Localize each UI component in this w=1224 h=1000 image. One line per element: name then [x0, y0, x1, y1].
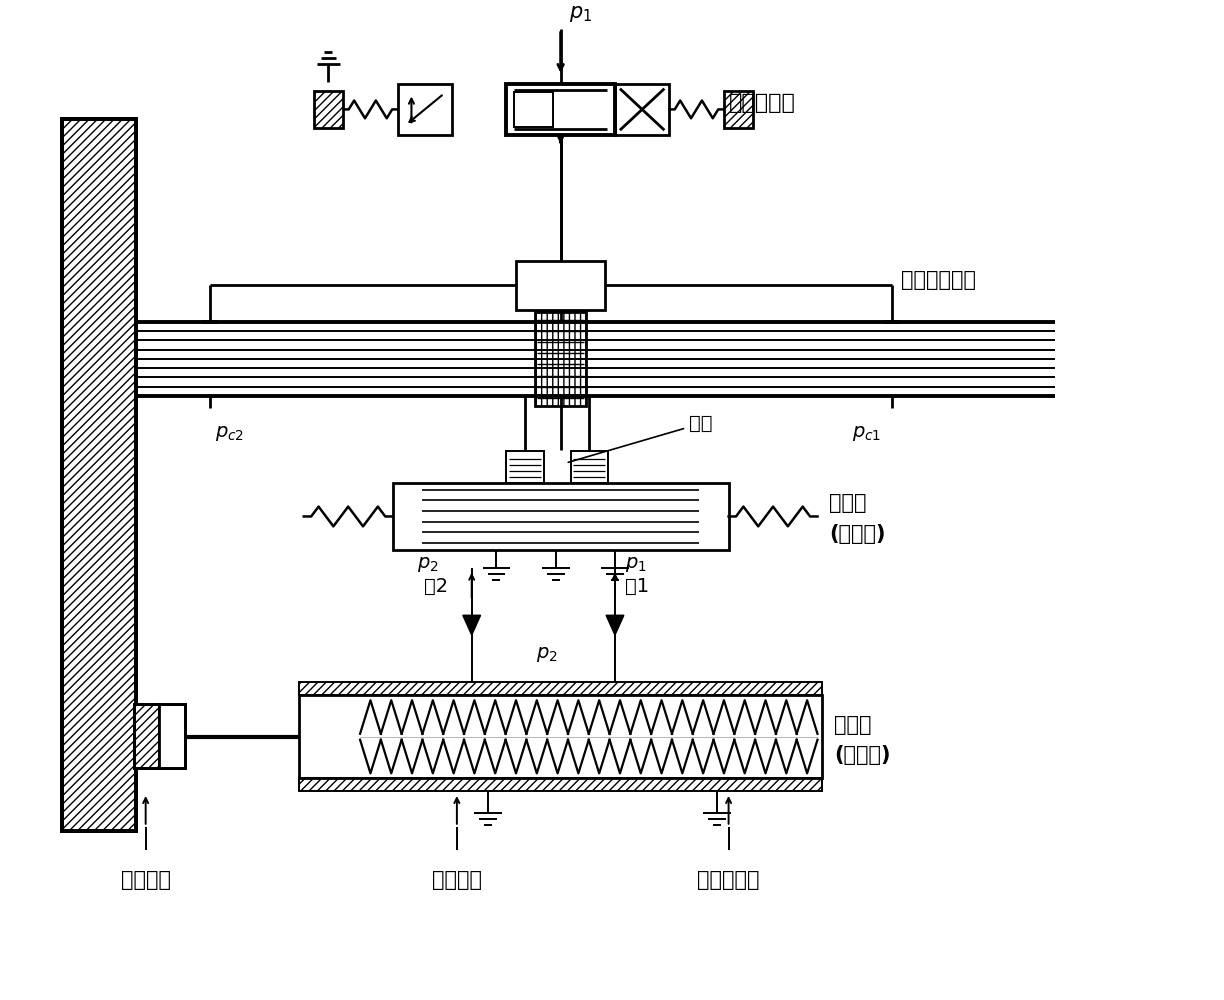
- Polygon shape: [755, 700, 776, 734]
- Text: 先导阀螺杆: 先导阀螺杆: [698, 870, 760, 890]
- Bar: [61, 119, 136, 831]
- Polygon shape: [526, 740, 547, 773]
- Text: 门2: 门2: [425, 577, 448, 596]
- Polygon shape: [610, 740, 630, 773]
- Polygon shape: [485, 700, 506, 734]
- Bar: [398, 84, 452, 135]
- Polygon shape: [547, 740, 568, 773]
- Polygon shape: [797, 700, 818, 734]
- Text: 步进电机: 步进电机: [121, 870, 170, 890]
- Bar: [299, 695, 823, 778]
- Bar: [299, 682, 823, 695]
- Bar: [159, 704, 185, 768]
- Text: (第二级): (第二级): [830, 524, 886, 544]
- Polygon shape: [506, 700, 526, 734]
- Polygon shape: [714, 740, 734, 773]
- Polygon shape: [422, 700, 443, 734]
- Text: $p_2$: $p_2$: [417, 555, 439, 574]
- Bar: [614, 84, 670, 135]
- Bar: [517, 261, 605, 310]
- Polygon shape: [506, 740, 526, 773]
- Polygon shape: [630, 740, 651, 773]
- Polygon shape: [714, 700, 734, 734]
- Polygon shape: [589, 740, 610, 773]
- Polygon shape: [485, 740, 506, 773]
- Text: $p_1$: $p_1$: [568, 4, 591, 24]
- Text: $p_2$: $p_2$: [536, 645, 558, 664]
- Bar: [393, 483, 728, 550]
- Bar: [507, 451, 543, 483]
- Polygon shape: [568, 740, 589, 773]
- Polygon shape: [610, 700, 630, 734]
- Bar: [514, 92, 553, 127]
- Text: 伺服阀: 伺服阀: [830, 493, 867, 513]
- Polygon shape: [568, 700, 589, 734]
- Polygon shape: [776, 740, 797, 773]
- Polygon shape: [401, 700, 422, 734]
- Text: 高速控制阀: 高速控制阀: [728, 93, 796, 113]
- Bar: [723, 91, 753, 128]
- Polygon shape: [651, 740, 672, 773]
- Polygon shape: [797, 740, 818, 773]
- Bar: [535, 312, 586, 406]
- Polygon shape: [381, 700, 401, 734]
- Polygon shape: [443, 700, 464, 734]
- Polygon shape: [381, 740, 401, 773]
- Polygon shape: [672, 700, 693, 734]
- Polygon shape: [464, 740, 485, 773]
- Text: 阀杆: 阀杆: [568, 414, 712, 462]
- Polygon shape: [755, 740, 776, 773]
- Polygon shape: [734, 700, 755, 734]
- Polygon shape: [651, 700, 672, 734]
- Bar: [313, 91, 343, 128]
- Polygon shape: [693, 700, 714, 734]
- Polygon shape: [463, 615, 481, 635]
- Polygon shape: [606, 615, 624, 635]
- Bar: [299, 778, 823, 791]
- Text: $p_{c2}$: $p_{c2}$: [215, 424, 244, 443]
- Bar: [570, 451, 608, 483]
- Polygon shape: [630, 700, 651, 734]
- Bar: [133, 704, 159, 768]
- Polygon shape: [360, 740, 381, 773]
- Bar: [133, 704, 185, 768]
- Text: (第一级): (第一级): [835, 745, 891, 765]
- Text: $p_{c1}$: $p_{c1}$: [852, 424, 881, 443]
- Polygon shape: [693, 740, 714, 773]
- Polygon shape: [422, 740, 443, 773]
- Polygon shape: [734, 740, 755, 773]
- Polygon shape: [776, 700, 797, 734]
- Text: 先导阀: 先导阀: [835, 715, 871, 735]
- Polygon shape: [526, 700, 547, 734]
- Text: 先导阀套: 先导阀套: [432, 870, 482, 890]
- Text: $p_1$: $p_1$: [624, 555, 646, 574]
- Bar: [61, 119, 136, 831]
- Text: 门1: 门1: [624, 577, 649, 596]
- Polygon shape: [401, 740, 422, 773]
- Polygon shape: [443, 740, 464, 773]
- Polygon shape: [672, 740, 693, 773]
- Text: 伺服执行元件: 伺服执行元件: [902, 270, 977, 290]
- Polygon shape: [360, 700, 381, 734]
- Polygon shape: [464, 700, 485, 734]
- Polygon shape: [547, 700, 568, 734]
- Polygon shape: [589, 700, 610, 734]
- Bar: [507, 84, 614, 135]
